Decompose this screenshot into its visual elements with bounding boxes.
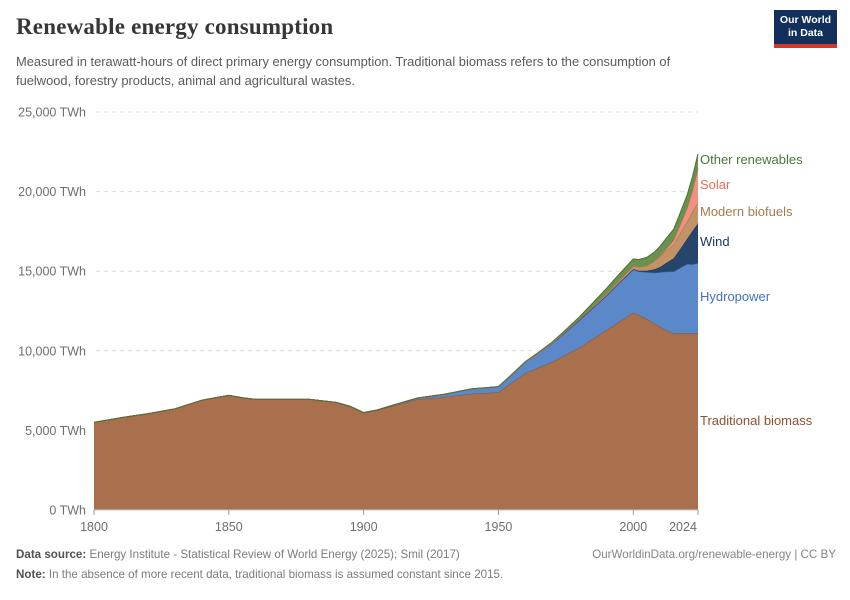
legend-label-hydropower[interactable]: Hydropower: [700, 289, 771, 305]
line-other-renewables: [93, 153, 699, 423]
x-tick-label: 2000: [619, 520, 647, 534]
y-tick-label: 0 TWh: [49, 504, 86, 518]
legend-label-modern-biofuels[interactable]: Modern biofuels: [700, 204, 793, 220]
chart-subtitle: Measured in terawatt-hours of direct pri…: [16, 54, 671, 89]
page-title: Renewable energy consumption: [16, 14, 334, 39]
y-tick-label: 15,000 TWh: [18, 265, 86, 279]
footer-source-row: Data source: Energy Institute - Statisti…: [16, 548, 836, 561]
owid-url-license[interactable]: OurWorldinData.org/renewable-energy | CC…: [592, 548, 836, 561]
legend-label-wind[interactable]: Wind: [700, 234, 730, 250]
x-tick-label: 1800: [80, 520, 108, 534]
owid-logo-text: Our World in Data: [779, 13, 832, 39]
x-tick-label: 1900: [350, 520, 378, 534]
stacked-area-chart: 0 TWh 5,000 TWh 10,000 TWh 15,000 TWh 20,000…: [18, 106, 699, 534]
x-tick-label: 2024: [669, 520, 697, 534]
legend-label-solar[interactable]: Solar: [700, 176, 731, 192]
area-hydropower[interactable]: [94, 263, 698, 423]
x-tick-label: 1950: [485, 520, 513, 534]
x-tick-label: 1850: [215, 520, 243, 534]
footer-note-row: Note: In the absence of more recent data…: [16, 568, 504, 581]
data-source-text: Data source: Energy Institute - Statisti…: [16, 548, 460, 561]
note-label: Note:: [16, 568, 46, 581]
area-traditional-biomass[interactable]: [94, 312, 698, 510]
data-source-label: Data source:: [16, 548, 87, 561]
legend-label-other-renewables[interactable]: Other renewables: [700, 152, 803, 168]
y-tick-label: 25,000 TWh: [18, 106, 86, 120]
y-tick-label: 20,000 TWh: [18, 185, 86, 199]
y-tick-label: 10,000 TWh: [18, 344, 86, 358]
y-tick-label: 5,000 TWh: [25, 424, 86, 438]
legend-label-traditional-biomass[interactable]: Traditional biomass: [700, 412, 813, 428]
owid-logo[interactable]: Our World in Data: [774, 10, 837, 48]
